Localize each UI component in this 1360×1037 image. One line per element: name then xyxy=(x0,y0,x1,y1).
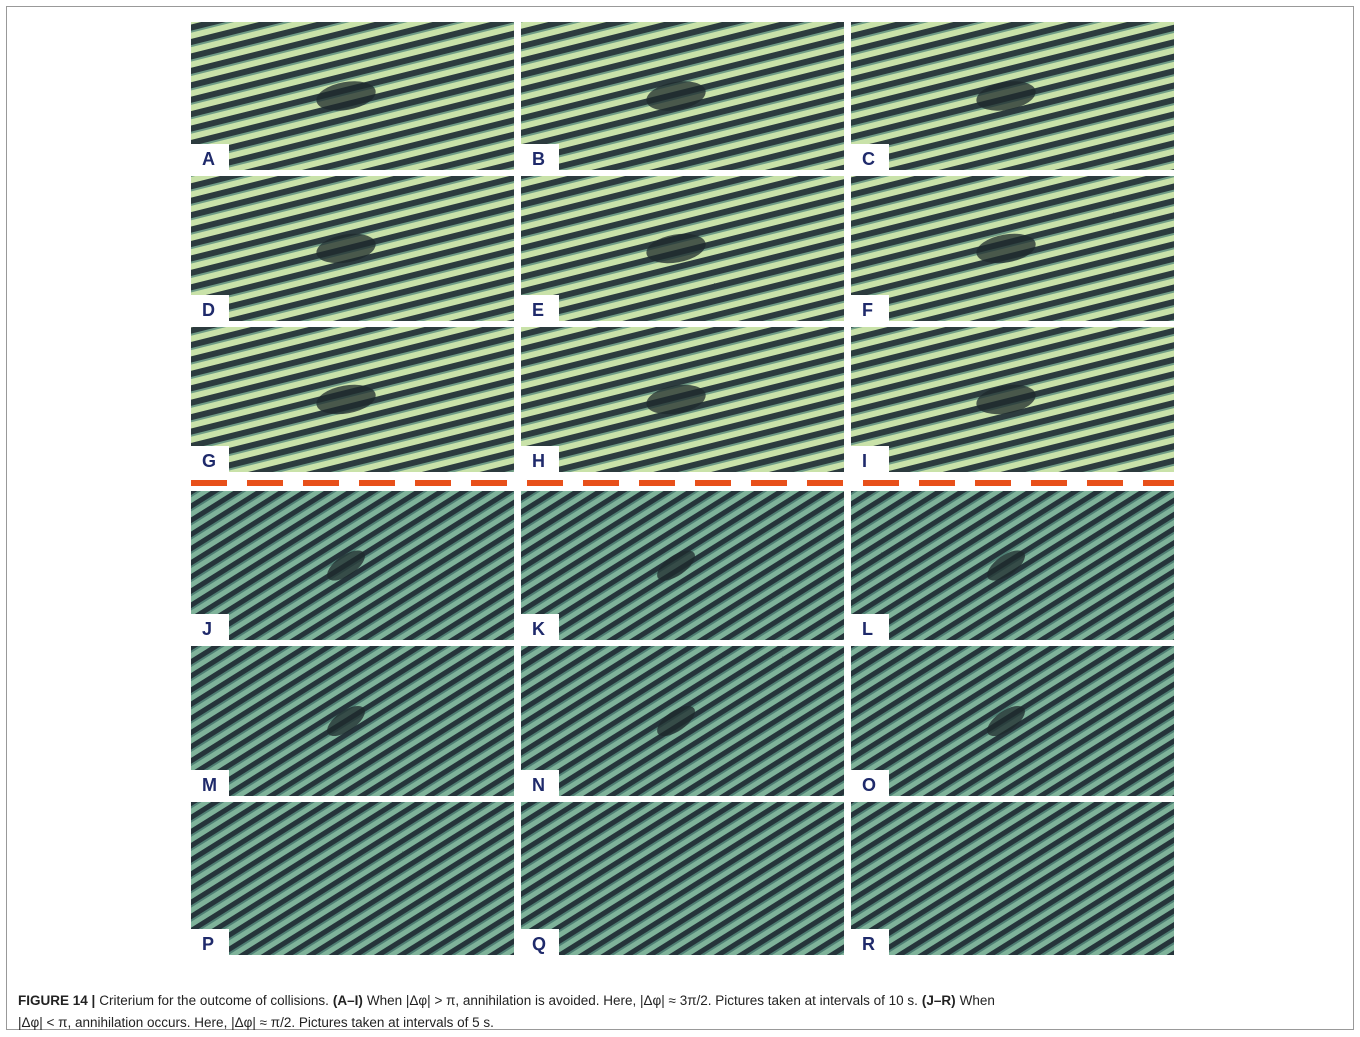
caption-text: When xyxy=(960,993,995,1008)
panel: G xyxy=(191,327,514,472)
label-box xyxy=(851,446,889,472)
panel-label: F xyxy=(862,300,873,320)
panel-label: B xyxy=(532,149,545,169)
figure: A B C D E F G H I J K L M N O P Q R xyxy=(0,0,1360,990)
caption-line: FIGURE 14 | Criterium for the outcome of … xyxy=(18,990,1348,1012)
panel-label: D xyxy=(202,300,215,320)
panel: O xyxy=(851,646,1174,796)
micrograph xyxy=(191,802,514,955)
panel-label: C xyxy=(862,149,875,169)
panel-label: O xyxy=(862,775,876,795)
panel: K xyxy=(521,491,844,640)
panel-label: R xyxy=(862,934,875,954)
panel: A xyxy=(191,22,514,170)
panel-label: J xyxy=(202,619,212,639)
panel: H xyxy=(521,327,844,472)
micrograph xyxy=(521,802,844,955)
caption-text: FIGURE 14 | xyxy=(18,993,95,1008)
panel: N xyxy=(521,646,844,796)
caption-text: (J–R) xyxy=(922,993,956,1008)
panel: Q xyxy=(521,802,844,955)
caption-text: (A–I) xyxy=(333,993,363,1008)
panel-label: L xyxy=(862,619,873,639)
caption: FIGURE 14 | Criterium for the outcome of … xyxy=(18,990,1348,1034)
caption-text: When |Δφ| > π, annihilation is avoided. … xyxy=(367,993,918,1008)
panel: J xyxy=(191,491,514,640)
panel: M xyxy=(191,646,514,796)
micrograph xyxy=(851,802,1174,955)
panel-label: A xyxy=(202,149,215,169)
panel: C xyxy=(851,22,1174,170)
panel-label: Q xyxy=(532,934,546,954)
caption-text: Criterium for the outcome of collisions. xyxy=(99,993,329,1008)
panel: B xyxy=(521,22,844,170)
panel-label: G xyxy=(202,451,216,471)
page: A B C D E F G H I J K L M N O P Q R FIGURE 14 | Criterium … xyxy=(0,0,1360,1037)
panel: E xyxy=(521,176,844,321)
panel-label: P xyxy=(202,934,214,954)
panel: F xyxy=(851,176,1174,321)
panel-label: E xyxy=(532,300,544,320)
panel: P xyxy=(191,802,514,955)
panel: D xyxy=(191,176,514,321)
panel-label: M xyxy=(202,775,217,795)
panel: R xyxy=(851,802,1174,955)
panel-label: K xyxy=(532,619,545,639)
panel-label: I xyxy=(862,451,867,471)
panel-label: H xyxy=(532,451,545,471)
caption-text: |Δφ| < π, annihilation occurs. Here, |Δφ… xyxy=(18,1015,494,1030)
panel: L xyxy=(851,491,1174,640)
panel-label: N xyxy=(532,775,545,795)
caption-line: |Δφ| < π, annihilation occurs. Here, |Δφ… xyxy=(18,1012,1348,1034)
panel: I xyxy=(851,327,1174,472)
